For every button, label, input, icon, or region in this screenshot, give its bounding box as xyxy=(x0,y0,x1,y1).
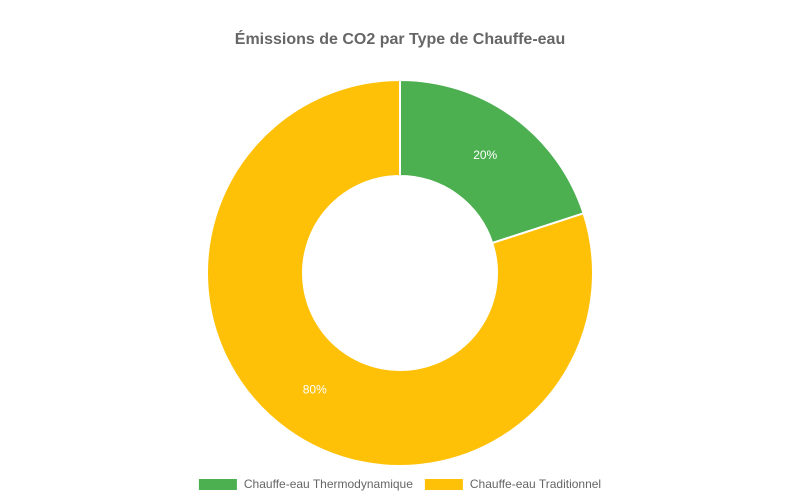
value-label: 20% xyxy=(473,148,497,162)
legend-label: Chauffe-eau Traditionnel xyxy=(470,477,601,491)
chart-title: Émissions de CO2 par Type de Chauffe-eau xyxy=(235,29,565,48)
value-label: 80% xyxy=(303,382,327,396)
legend-swatch xyxy=(424,479,463,490)
slice xyxy=(206,78,594,467)
legend-swatch xyxy=(198,479,237,490)
slice xyxy=(399,78,585,245)
legend-label: Chauffe-eau Thermodynamique xyxy=(244,477,413,491)
